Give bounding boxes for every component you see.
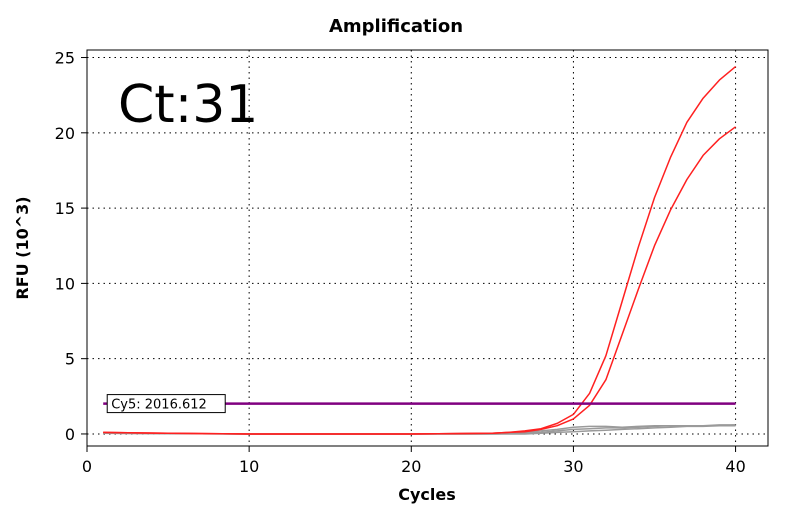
y-tick-label: 0 bbox=[65, 425, 75, 444]
plot-frame bbox=[86, 49, 769, 447]
chart-title: Amplification bbox=[329, 16, 463, 37]
axis-ticks: 0 10 20 30 40 0 5 10 15 20 25 bbox=[55, 49, 746, 476]
x-tick-label: 0 bbox=[82, 457, 92, 476]
y-tick-label: 20 bbox=[55, 124, 75, 143]
series-line-4 bbox=[103, 424, 736, 435]
x-tick-label: 40 bbox=[725, 457, 745, 476]
y-tick-label: 5 bbox=[65, 350, 75, 369]
ct-annotation: Ct:31 bbox=[118, 75, 258, 135]
y-tick-label: 25 bbox=[55, 49, 75, 68]
y-tick-label: 15 bbox=[55, 199, 75, 218]
x-tick-label: 10 bbox=[239, 457, 259, 476]
x-tick-label: 20 bbox=[401, 457, 421, 476]
series-lines bbox=[103, 66, 737, 435]
x-tick-label: 30 bbox=[563, 457, 583, 476]
series-line-2 bbox=[103, 126, 737, 435]
y-tick-label: 10 bbox=[55, 274, 75, 293]
threshold-label: Cy5: 2016.612 bbox=[111, 398, 207, 413]
threshold-label-box bbox=[106, 394, 226, 414]
x-axis-label: Cycles bbox=[398, 485, 456, 504]
y-axis-label: RFU (10^3) bbox=[13, 196, 32, 299]
grid-lines bbox=[87, 50, 768, 446]
threshold-group: Cy5: 2016.612 bbox=[103, 394, 736, 414]
